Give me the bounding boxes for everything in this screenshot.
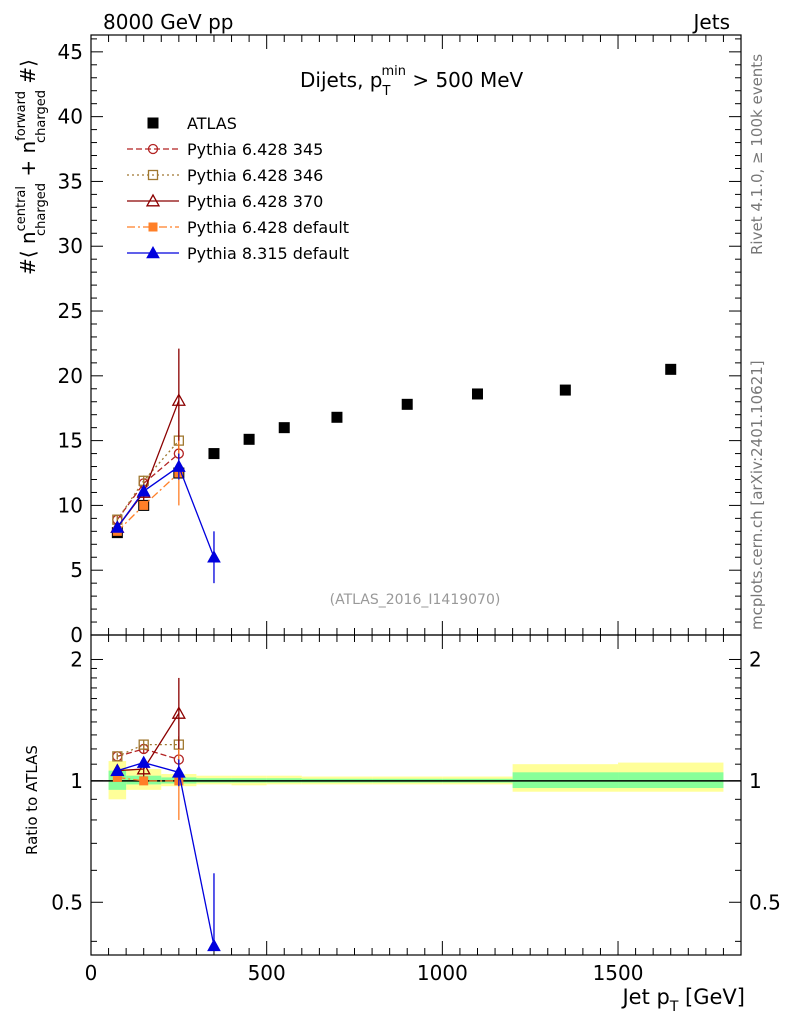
point-pythia-8-315-default: [136, 484, 151, 497]
ytick-label: 5: [70, 558, 83, 582]
ytick-label: 20: [58, 364, 83, 388]
ytick-label: 35: [58, 169, 83, 193]
energy-label: 8000 GeV pp: [103, 10, 234, 34]
point-atlas: [331, 411, 343, 423]
legend-label-pythia-6-428-370: Pythia 6.428 370: [187, 192, 323, 211]
ratio-point-pythia-8-315-default: [110, 763, 125, 776]
ratio-point-pythia-6-428-346: [138, 739, 149, 750]
point-atlas: [401, 398, 413, 410]
ratio-point-pythia-6-428-default: [139, 776, 149, 786]
ytick-label: 40: [58, 105, 83, 129]
ytick-label: 0: [70, 623, 83, 647]
series-line-pythia-8-315-default: [116, 465, 215, 558]
ratio-point-pythia-8-315-default: [171, 765, 186, 778]
ytick-label: 25: [58, 299, 83, 323]
legend-marker-pythia-8-315-default: [146, 245, 160, 259]
point-atlas: [278, 422, 290, 434]
ytick-label: 10: [58, 493, 83, 517]
jets-label: Jets: [692, 10, 730, 34]
point-atlas: [208, 448, 220, 460]
ratio-ytick-label: 0.5: [51, 890, 83, 914]
xtick-label: 500: [248, 961, 286, 985]
ratio-ytick-label: 2: [70, 647, 83, 671]
plot-title: Dijets, pTmin > 500 MeV: [300, 64, 524, 99]
point-pythia-6-428-default: [139, 500, 149, 510]
legend: ATLAS Pythia 6.428 345 Pythia 6.428 346 Pyt…: [127, 114, 349, 263]
ratio-ylabel: Ratio to ATLAS: [23, 745, 41, 855]
ratio-line-pythia-6-428-default: [117, 776, 179, 782]
point-pythia-8-315-default: [171, 459, 186, 472]
ratio-frame: [90, 634, 742, 956]
ytick-label: 30: [58, 234, 83, 258]
point-atlas: [471, 388, 483, 400]
ratio-ytick-label-right: 2: [749, 647, 762, 671]
ratio-ytick-label-right: 0.5: [749, 890, 781, 914]
ratio-point-pythia-8-315-default: [207, 938, 221, 952]
ratio-line-pythia-8-315-default: [117, 761, 215, 946]
legend-label-pythia-6-428-345: Pythia 6.428 345: [187, 140, 323, 159]
xtick-label: 1500: [593, 961, 644, 985]
legend-marker-pythia-6-428-370: [145, 193, 161, 207]
ytick-label: 45: [58, 40, 83, 64]
ratio-point-pythia-8-315-default: [136, 755, 151, 768]
main-panel: 0 5 10 15 20 25 30 35 40 45: [58, 34, 742, 955]
legend-label-pythia-6-428-346: Pythia 6.428 346: [187, 166, 323, 185]
legend-label-atlas: ATLAS: [187, 114, 237, 133]
xlabel: Jet pT [GeV]: [620, 985, 745, 1015]
mcplots-label: mcplots.cern.ch [arXiv:2401.10621]: [748, 360, 766, 630]
series-line-pythia-6-428-345: [116, 453, 180, 521]
ratio-point-pythia-6-428-346: [112, 751, 123, 762]
ratio-point-pythia-6-428-370: [136, 761, 151, 775]
point-atlas: [243, 433, 255, 445]
legend-label-pythia-8-315-default: Pythia 8.315 default: [187, 244, 349, 263]
point-pythia-8-315-default: [110, 520, 125, 533]
reference-label: (ATLAS_2016_I1419070): [330, 592, 501, 608]
ratio-panel: 0 500 1000 1500 0.5 0.5 1 1 2 2: [51, 35, 781, 985]
point-pythia-8-315-default: [207, 550, 221, 563]
point-pythia-6-428-370: [171, 393, 186, 406]
ratio-point-pythia-6-428-370: [171, 706, 186, 719]
legend-marker-pythia-6-428-345: [147, 143, 159, 155]
point-atlas: [559, 384, 571, 396]
xtick-label: 1000: [417, 961, 468, 985]
xtick-label: 0: [85, 961, 98, 985]
legend-marker-pythia-6-428-346: [147, 169, 159, 181]
rivet-label: Rivet 4.1.0, ≥ 100k events: [748, 54, 766, 255]
legend-marker-pythia-6-428-default: [148, 222, 158, 232]
main-ylabel: #⟨ ncentral charged + nforward charged #⟩: [14, 59, 49, 275]
ratio-ytick-label: 1: [70, 769, 83, 793]
legend-marker-atlas: [147, 117, 159, 129]
ratio-ytick-label-right: 1: [749, 769, 762, 793]
legend-label-pythia-6-428-default: Pythia 6.428 default: [187, 218, 349, 237]
point-atlas: [665, 363, 677, 375]
ytick-label: 15: [58, 429, 83, 453]
